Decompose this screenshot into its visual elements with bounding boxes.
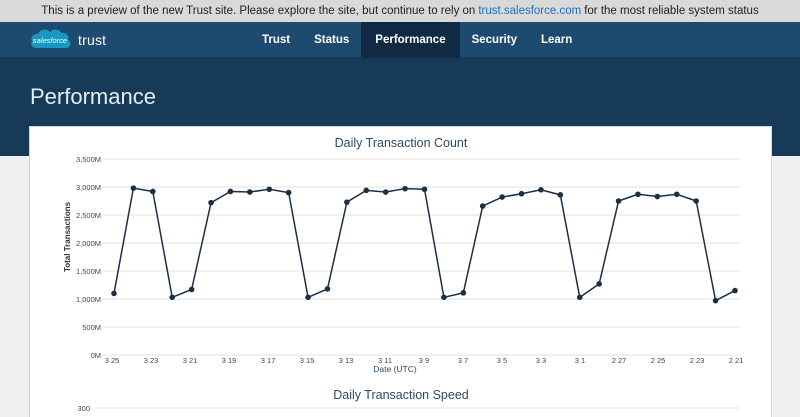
nav-item-status[interactable]: Status [314,34,350,46]
chart-gridlines [103,158,740,356]
y-tick-label: 2,500M [76,211,101,220]
salesforce-cloud-icon: salesforce [29,25,75,55]
x-tick-label: 3 19 [222,356,237,365]
data-point[interactable] [596,281,602,287]
data-point[interactable] [402,185,408,192]
x-tick-label: 2 21 [729,356,744,365]
salesforce-trust-logo[interactable]: salesforce trust [29,25,106,55]
x-tick-label: 3 3 [536,356,546,365]
nav-item-security[interactable]: Security [471,34,517,46]
x-tick-label: 3 1 [575,356,585,365]
y-tick-label: 3,500M [76,155,101,164]
x-tick-label: 3 9 [419,356,429,365]
data-point[interactable] [150,188,156,195]
data-point[interactable] [673,191,680,198]
data-point[interactable] [227,188,234,195]
data-point[interactable] [208,199,214,206]
chart-x-axis-label: Date (UTC) [373,364,417,374]
charts-svg: Daily Transaction Count 0M 500M 1,000M 1,50… [63,136,744,413]
nav-item-performance[interactable]: Performance [361,22,460,58]
x-tick-label: 3 21 [183,356,198,365]
chart-y-axis-label: Total Transactions [63,201,72,272]
nav-item-learn[interactable]: Learn [540,34,573,46]
data-point[interactable] [305,294,311,301]
data-point[interactable] [712,297,719,304]
x-tick-label: 3 15 [300,356,315,365]
series-line [113,187,736,302]
data-point[interactable] [576,294,583,301]
data-point[interactable] [518,190,525,197]
data-point[interactable] [169,294,176,301]
data-point[interactable] [111,290,117,297]
x-tick-label: 3 17 [261,356,276,365]
data-point[interactable] [266,186,273,193]
chart-y-ticks: 0M 500M 1,000M 1,500M 2,000M 2,500M 3,000M 3,50… [76,155,101,360]
trust-link[interactable]: trust.salesforce.com [478,5,582,17]
banner-text-after: for the most reliable system status [584,5,759,17]
chart-speed-title: Daily Transaction Speed [333,388,469,402]
nav-item-trust[interactable]: Trust [262,34,291,46]
top-navigation: salesforce trust Trust Status Performanc… [0,22,800,58]
data-point[interactable] [615,198,622,204]
chart-card: Daily Transaction Count 0M 500M 1,000M 1,50… [29,126,772,417]
speed-y-tick-label: 300 [77,404,90,413]
data-point[interactable] [382,189,389,195]
data-point[interactable] [635,191,641,198]
data-point[interactable] [499,194,505,200]
y-tick-label: 1,000M [76,295,101,304]
data-point[interactable] [344,199,350,205]
chart-title: Daily Transaction Count [335,136,468,150]
y-tick-label: 1,500M [76,267,101,276]
chart-series [111,185,738,304]
data-point[interactable] [188,286,195,293]
x-tick-label: 2 27 [612,356,627,365]
y-tick-label: 3,000M [76,183,101,192]
data-point[interactable] [693,198,699,204]
data-point[interactable] [130,185,137,191]
x-tick-label: 3 25 [105,356,120,365]
chart-x-ticks: 3 25 3 23 3 21 3 19 3 17 3 15 3 13 3 11 3 9 3 7 3 … [105,356,744,365]
x-tick-label: 2 23 [690,356,705,365]
data-point[interactable] [654,193,661,200]
data-point[interactable] [285,189,292,196]
x-tick-label: 3 13 [339,356,354,365]
data-point[interactable] [557,192,564,198]
data-point[interactable] [732,287,738,294]
x-tick-label: 3 23 [144,356,159,365]
y-tick-label: 0M [91,351,101,360]
main-nav: Trust Status Performance Security Learn [250,22,584,58]
y-tick-label: 2,000M [76,239,101,248]
trust-wordmark: trust [78,32,107,48]
x-tick-label: 3 5 [497,356,507,365]
data-point[interactable] [363,187,370,194]
data-point[interactable] [247,189,253,195]
x-tick-label: 2 25 [651,356,666,365]
salesforce-logo-text: salesforce [33,36,67,45]
data-point[interactable] [421,186,428,193]
data-point[interactable] [460,290,467,296]
page-title: Performance [30,84,156,109]
y-tick-label: 500M [82,323,101,332]
x-tick-label: 3 11 [378,356,392,365]
preview-banner: This is a preview of the new Trust site.… [0,0,800,22]
data-point[interactable] [538,187,544,193]
data-point[interactable] [479,203,486,209]
data-point[interactable] [324,286,331,292]
x-tick-label: 3 7 [458,356,468,365]
data-point[interactable] [441,294,447,301]
banner-text-before: This is a preview of the new Trust site.… [41,5,476,17]
